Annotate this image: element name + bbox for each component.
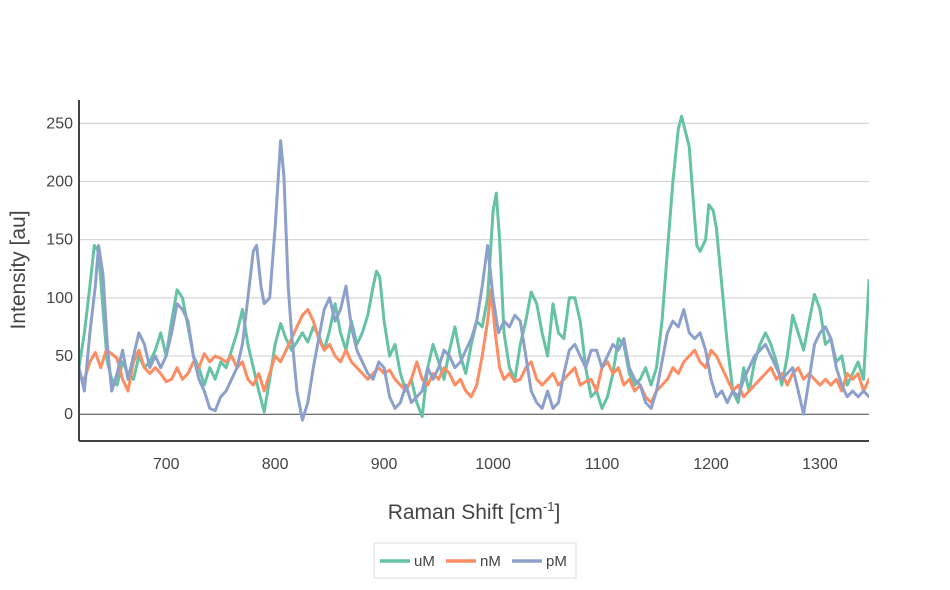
legend-label-pM: pM	[546, 553, 567, 570]
legend: uM nM pM	[373, 542, 577, 579]
x-tick-label: 1000	[475, 456, 511, 473]
y-tick-label: 150	[46, 232, 73, 249]
legend-label-uM: uM	[414, 553, 435, 570]
series-line-pM	[79, 139, 869, 422]
legend-label-nM: nM	[480, 553, 501, 570]
x-tick-labels: 700 800 900 1000 1100 1200 1300	[153, 456, 838, 473]
y-tick-label: 200	[46, 173, 73, 190]
y-tick-label: 0	[64, 406, 73, 423]
series-line-nM	[79, 288, 869, 405]
series-line-uM	[79, 114, 869, 419]
series-layer	[79, 114, 869, 422]
x-axis-title-superscript: -1	[543, 499, 555, 514]
grid	[79, 122, 869, 415]
axes	[78, 100, 869, 442]
x-tick-label: 1300	[802, 456, 838, 473]
x-tick-label: 800	[262, 456, 289, 473]
x-axis-title: Raman Shift [cm-1]	[388, 499, 561, 524]
x-tick-label: 900	[371, 456, 398, 473]
x-axis-title-end: ]	[554, 501, 560, 524]
y-tick-labels: 0 50 100 150 200 250	[46, 115, 73, 423]
y-tick-label: 50	[55, 348, 73, 365]
x-tick-label: 1200	[693, 456, 729, 473]
x-axis-title-main: Raman Shift [cm	[388, 501, 543, 524]
x-tick-label: 1100	[585, 456, 620, 473]
y-tick-label: 250	[46, 115, 73, 132]
y-tick-label: 100	[46, 290, 73, 307]
y-axis-title: Intensity [au]	[7, 210, 30, 329]
x-tick-label: 700	[153, 456, 180, 473]
